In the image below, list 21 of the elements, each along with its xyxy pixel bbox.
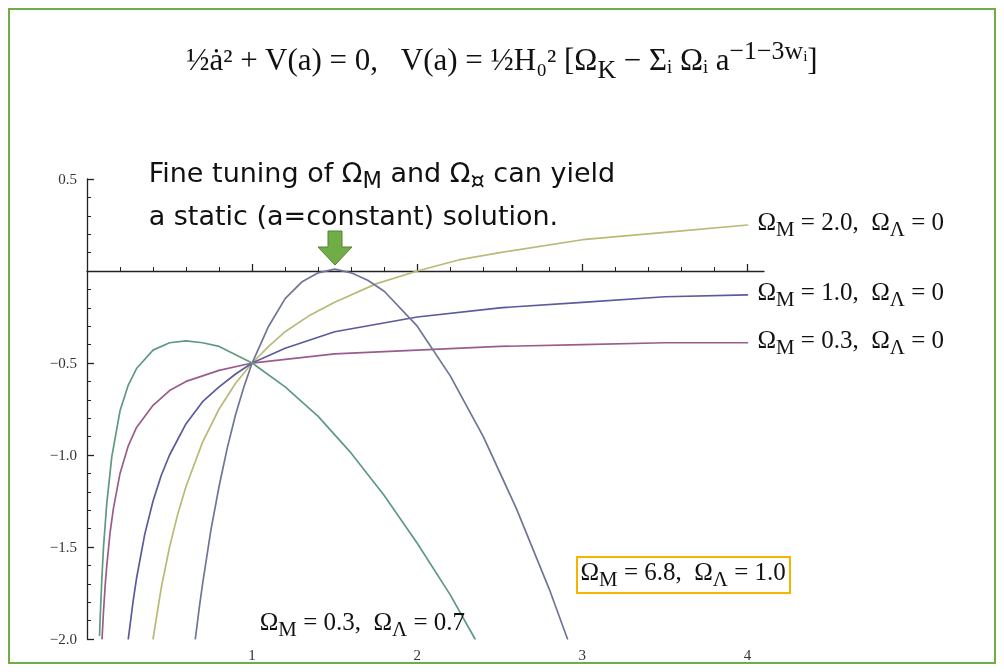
- y-tick-label: −2.0: [49, 631, 77, 647]
- y-tick-label: 0.5: [58, 171, 77, 187]
- chart-title: ½ȧ² + V(a) = 0, V(a) = ½H₀² [Ω$_{K}$ − Σᵢ Ωᵢ a$^{−1−3wᵢ}$]: [185, 36, 819, 85]
- line-series: [101, 341, 749, 640]
- label-frame: Ω$_{M}$ = 6.8, Ω$_{Λ}$ = 1.0: [575, 556, 791, 594]
- line-series: [98, 340, 476, 640]
- x-tick-label: 1: [248, 646, 256, 663]
- line-series: [194, 268, 569, 640]
- series-label: Ω$_{M}$ = 2.0, Ω$_{Λ}$ = 0: [757, 208, 945, 242]
- series-label: Ω$_{M}$ = 1.0, Ω$_{Λ}$ = 0: [757, 277, 945, 311]
- y-tick-label: −1.0: [49, 447, 77, 463]
- series-label: Ω$_{M}$ = 0.3, Ω$_{Λ}$ = 0: [757, 325, 945, 359]
- y-tick-label: −1.5: [49, 539, 77, 555]
- frame: −2.0 −1.5 −1.0 −0.5 0.5 1 2 3 4 ½ȧ² + V(a) = 0, V(a) = ½H₀² [Ω$_{K}$ − Σᵢ Ωᵢ a$^{−1−3wᵢ}$] Fine tuning of Ω$_{M}$ and Ω$_{¤}$ can yield a static (a=constant) solution. Ω$_{M}$ = 2.0, Ω$_{Λ}$ = 0 Ω$_{M}$ = 1.0, Ω$_{Λ}$ = 0 Ω$_{M}$ = 0.3, Ω$_{Λ}$ = 0 Ω$_{M}$ = 6.8, Ω$_{Λ}$ = 1.0 Ω$_{M}$ = 0.3, Ω$_{Λ}$ = 0.7: [8, 8, 996, 664]
- x-tick-label: 2: [413, 646, 421, 663]
- y-tick-label: −0.5: [49, 355, 77, 371]
- annotation: Fine tuning of Ω$_{M}$ and Ω$_{¤}$ can yield a static (a=constant) solution.: [148, 156, 616, 234]
- series-label: Ω$_{M}$ = 0.3, Ω$_{Λ}$ = 0.7: [259, 608, 466, 642]
- x-tick-label: 3: [578, 646, 587, 663]
- line-series: [127, 294, 749, 640]
- x-tick-label: 4: [743, 646, 752, 663]
